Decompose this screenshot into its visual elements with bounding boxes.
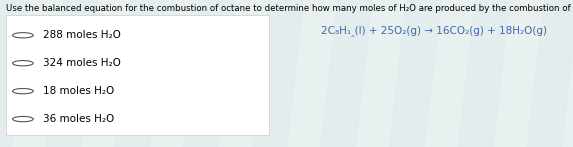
Text: 36 moles H₂O: 36 moles H₂O [43, 114, 114, 124]
Text: 2C₈H₁‸(l) + 25O₂(g) → 16CO₂(g) + 18H₂O(g): 2C₈H₁‸(l) + 25O₂(g) → 16CO₂(g) + 18H₂O(g… [321, 26, 547, 37]
Text: 288 moles H₂O: 288 moles H₂O [43, 30, 121, 40]
FancyBboxPatch shape [6, 15, 269, 135]
Text: 324 moles H₂O: 324 moles H₂O [43, 58, 121, 68]
Text: Use the balanced equation for the combustion of octane to determine how many mol: Use the balanced equation for the combus… [6, 4, 573, 13]
Text: 18 moles H₂O: 18 moles H₂O [43, 86, 114, 96]
